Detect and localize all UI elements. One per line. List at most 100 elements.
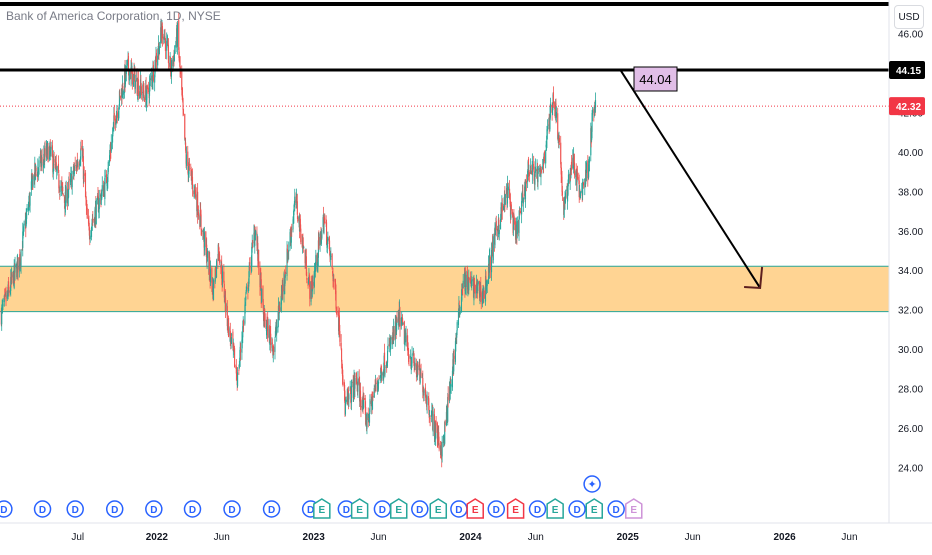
candle-body bbox=[182, 108, 185, 115]
candle-body bbox=[552, 92, 554, 104]
event-marker-letter: D bbox=[111, 505, 118, 516]
candle-body bbox=[284, 279, 286, 287]
dividend-marker[interactable]: D bbox=[0, 500, 13, 518]
candle-body bbox=[473, 277, 475, 289]
candle-body bbox=[237, 372, 239, 387]
candle-body bbox=[128, 70, 130, 81]
candle-body bbox=[46, 144, 48, 154]
candle-body bbox=[214, 281, 216, 283]
dividend-marker[interactable]: D bbox=[66, 500, 84, 518]
candle-body bbox=[190, 168, 192, 169]
candle-body bbox=[489, 254, 491, 256]
candle-body bbox=[17, 257, 19, 273]
candle-body bbox=[591, 113, 593, 132]
candle-body bbox=[283, 273, 285, 295]
earnings-marker[interactable]: E bbox=[466, 498, 484, 519]
candle-body bbox=[287, 251, 289, 253]
dividend-marker[interactable]: D bbox=[607, 500, 625, 518]
candle-body bbox=[396, 319, 398, 322]
candle-body bbox=[367, 413, 369, 420]
candle-body bbox=[98, 198, 100, 210]
dividend-marker[interactable]: D bbox=[223, 500, 241, 518]
candle-body bbox=[318, 236, 320, 249]
dividend-marker-circle bbox=[607, 500, 625, 518]
candle-body bbox=[222, 271, 224, 282]
earnings-marker[interactable]: E bbox=[585, 498, 603, 519]
candle-body bbox=[379, 376, 381, 381]
event-marker-letter: E bbox=[552, 505, 559, 516]
currency-button[interactable]: USD bbox=[894, 5, 924, 29]
candle-body bbox=[182, 95, 184, 101]
candle-body bbox=[4, 294, 6, 296]
candle-body bbox=[528, 172, 530, 177]
candle-body bbox=[115, 122, 117, 126]
candle-body bbox=[332, 276, 334, 279]
dividend-marker[interactable]: D bbox=[528, 500, 547, 518]
candle-body bbox=[266, 323, 268, 329]
candle-body bbox=[522, 193, 524, 201]
dividend-marker[interactable]: D bbox=[411, 500, 429, 518]
candle-body bbox=[518, 216, 520, 234]
candle-body bbox=[316, 254, 318, 266]
candle-body bbox=[530, 167, 532, 170]
candle-body bbox=[13, 264, 15, 288]
candle-body bbox=[450, 384, 452, 387]
dividend-marker[interactable]: D bbox=[145, 500, 163, 518]
event-marker-letter: D bbox=[343, 505, 350, 516]
candle-body bbox=[545, 142, 548, 147]
candle-body bbox=[419, 373, 421, 383]
candle-body bbox=[255, 230, 257, 236]
candle-body bbox=[86, 204, 88, 209]
candle-body bbox=[364, 398, 366, 408]
earnings-marker[interactable]: E bbox=[389, 498, 408, 519]
earnings-marker[interactable]: E bbox=[546, 498, 564, 519]
event-marker-letter: D bbox=[150, 505, 157, 516]
candle-body bbox=[8, 289, 10, 293]
candle-body bbox=[244, 303, 246, 306]
candle-body bbox=[202, 230, 204, 233]
dividend-marker[interactable]: D bbox=[568, 500, 586, 518]
candle-body bbox=[225, 297, 227, 311]
candle-body bbox=[185, 142, 187, 151]
drawings-layer: 44.04 bbox=[0, 66, 889, 290]
earnings-marker[interactable]: E bbox=[429, 498, 448, 519]
candle-body bbox=[53, 158, 55, 171]
candle-body bbox=[450, 381, 452, 384]
candle-body bbox=[58, 174, 60, 189]
candle-body bbox=[492, 236, 494, 261]
dividend-marker[interactable]: D bbox=[487, 500, 506, 518]
dividend-marker[interactable]: D bbox=[262, 500, 281, 518]
candle-body bbox=[593, 108, 595, 113]
earnings-marker[interactable]: E bbox=[625, 498, 643, 519]
candle-body bbox=[491, 241, 493, 257]
candle-body bbox=[504, 194, 506, 205]
candle-body bbox=[15, 263, 17, 267]
earnings-marker[interactable]: E bbox=[506, 498, 525, 519]
candle-body bbox=[328, 238, 330, 242]
candle-body bbox=[417, 364, 419, 367]
news-highlight-marker[interactable]: ✦ bbox=[583, 475, 601, 493]
candle-body bbox=[223, 271, 225, 283]
candle-body bbox=[451, 370, 453, 388]
dividend-marker[interactable]: D bbox=[33, 500, 52, 518]
candle-body bbox=[6, 290, 8, 299]
candle-body bbox=[453, 355, 455, 372]
candle-body bbox=[479, 293, 481, 297]
dividend-marker[interactable]: D bbox=[373, 500, 392, 518]
candle-body bbox=[468, 277, 470, 281]
candle-body bbox=[507, 182, 509, 190]
dividend-marker[interactable]: D bbox=[183, 500, 202, 518]
dividend-marker[interactable]: D bbox=[105, 500, 124, 518]
candle-body bbox=[77, 162, 79, 167]
earnings-marker[interactable]: E bbox=[313, 498, 331, 519]
earnings-marker[interactable]: E bbox=[350, 498, 369, 519]
candle-body bbox=[522, 197, 524, 204]
dividend-marker-circle bbox=[568, 500, 586, 518]
candle-body bbox=[480, 292, 482, 302]
dividend-marker[interactable]: D bbox=[450, 500, 468, 518]
candle-body bbox=[62, 186, 64, 192]
candle-body bbox=[149, 78, 151, 80]
candle-body bbox=[270, 333, 272, 345]
